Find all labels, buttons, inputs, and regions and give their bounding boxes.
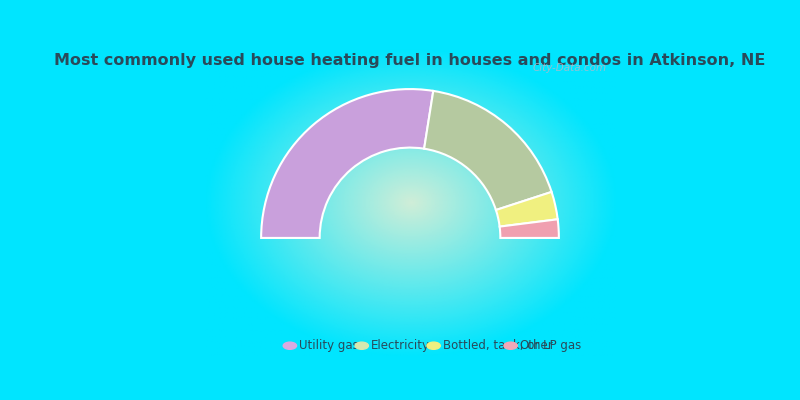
Text: Utility gas: Utility gas [299, 339, 359, 352]
Text: Electricity: Electricity [371, 339, 430, 352]
Wedge shape [500, 219, 559, 238]
Ellipse shape [427, 342, 440, 349]
Wedge shape [261, 89, 434, 238]
Text: Bottled, tank, or LP gas: Bottled, tank, or LP gas [443, 339, 581, 352]
Text: City-Data.com: City-Data.com [533, 64, 607, 74]
Ellipse shape [283, 342, 297, 349]
Wedge shape [424, 91, 551, 210]
Text: Most commonly used house heating fuel in houses and condos in Atkinson, NE: Most commonly used house heating fuel in… [54, 53, 766, 68]
Ellipse shape [355, 342, 369, 349]
Ellipse shape [504, 342, 518, 349]
Wedge shape [496, 192, 558, 227]
Text: Other: Other [520, 339, 554, 352]
